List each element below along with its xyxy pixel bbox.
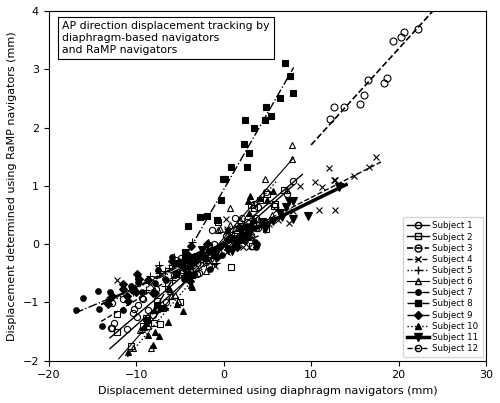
X-axis label: Displacement determined using diaphragm navigators (mm): Displacement determined using diaphragm … (98, 386, 437, 396)
Legend: Subject 1, Subject 2, Subject 3, Subject 4, Subject 5, Subject 6, Subject 7, Sub: Subject 1, Subject 2, Subject 3, Subject… (403, 217, 482, 357)
Text: AP direction displacement tracking by
diaphragm-based navigators
and RaMP naviga: AP direction displacement tracking by di… (62, 21, 270, 55)
Y-axis label: Displacement determined using RaMP navigators (mm): Displacement determined using RaMP navig… (7, 31, 17, 341)
